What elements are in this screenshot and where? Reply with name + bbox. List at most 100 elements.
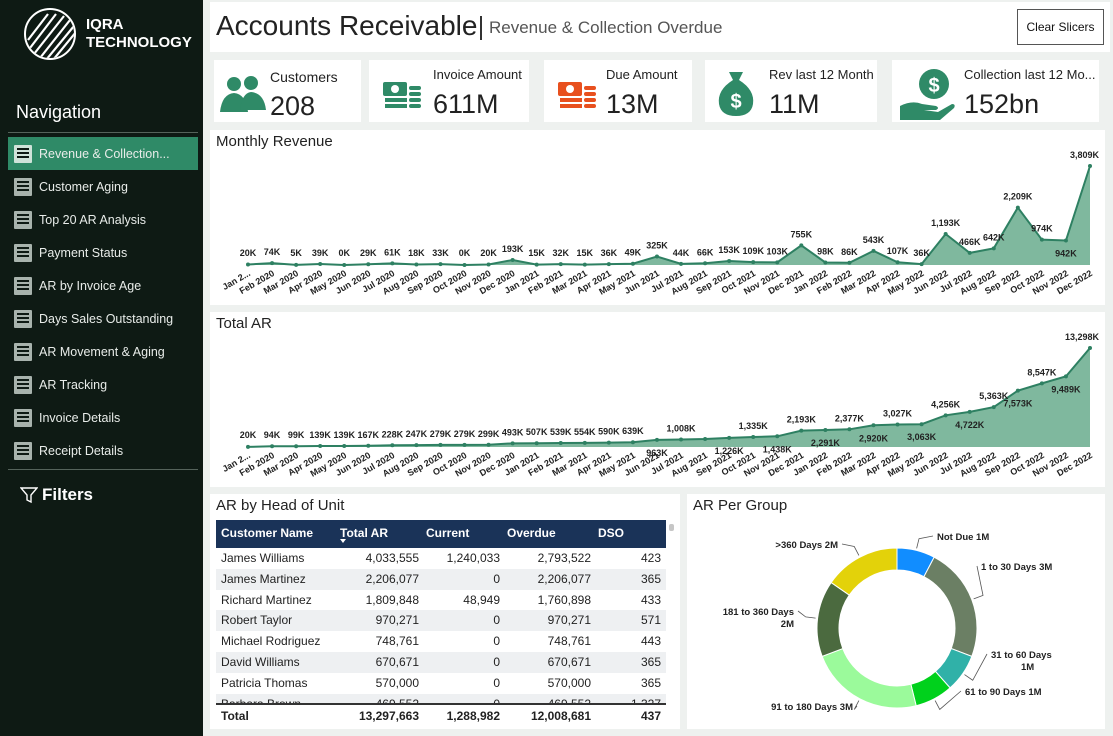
table-row[interactable]: James Martinez 2,206,077 0 2,206,077 365: [216, 568, 666, 590]
sidebar-item-0[interactable]: Revenue & Collection...: [8, 137, 198, 170]
data-point[interactable]: [799, 243, 804, 248]
data-point[interactable]: [390, 261, 395, 266]
filters-button[interactable]: Filters: [20, 485, 93, 505]
data-point[interactable]: [703, 436, 708, 441]
data-point[interactable]: [510, 257, 515, 262]
data-point[interactable]: [462, 263, 467, 267]
data-point[interactable]: [630, 261, 635, 266]
col-dso[interactable]: DSO: [598, 526, 625, 540]
data-point[interactable]: [943, 231, 948, 236]
data-point[interactable]: [871, 423, 876, 428]
donut-slice[interactable]: [830, 547, 898, 596]
data-point[interactable]: [390, 443, 395, 448]
data-point[interactable]: [679, 261, 684, 266]
data-point[interactable]: [847, 260, 852, 265]
data-point[interactable]: [1039, 237, 1044, 242]
data-point[interactable]: [679, 437, 684, 442]
data-point[interactable]: [1039, 381, 1044, 386]
data-point[interactable]: [366, 443, 371, 448]
data-point[interactable]: [366, 262, 371, 267]
table-row[interactable]: James Williams 4,033,555 1,240,033 2,793,52…: [216, 548, 666, 569]
col-total-ar[interactable]: Total AR: [340, 526, 388, 540]
col-overdue[interactable]: Overdue: [507, 526, 556, 540]
data-point[interactable]: [1063, 374, 1068, 379]
data-point[interactable]: [558, 440, 563, 445]
data-point[interactable]: [967, 409, 972, 414]
data-point[interactable]: [943, 413, 948, 418]
data-point[interactable]: [318, 261, 323, 266]
data-point[interactable]: [582, 262, 587, 267]
data-point[interactable]: [1063, 238, 1068, 243]
data-point[interactable]: [534, 441, 539, 446]
donut-slice[interactable]: [816, 581, 850, 658]
sidebar-item-3[interactable]: Payment Status: [8, 236, 198, 269]
data-point[interactable]: [703, 261, 708, 266]
table-row[interactable]: Richard Martinez 1,809,848 48,949 1,760,898…: [216, 590, 666, 611]
data-point[interactable]: [751, 260, 756, 265]
data-point[interactable]: [1015, 205, 1020, 210]
data-point[interactable]: [1088, 346, 1092, 350]
table-row[interactable]: Robert Taylor 970,271 0 970,271 571: [216, 610, 666, 632]
data-point[interactable]: [270, 444, 275, 449]
data-point[interactable]: [775, 434, 780, 439]
data-point[interactable]: [991, 246, 996, 251]
table-row[interactable]: David Williams 670,671 0 670,671 365: [216, 652, 666, 673]
sidebar-item-9[interactable]: Receipt Details: [8, 434, 198, 467]
data-point[interactable]: [342, 263, 347, 267]
data-point[interactable]: [510, 441, 515, 446]
data-point[interactable]: [991, 405, 996, 410]
table-row[interactable]: Barbara Brown 469,552 0 469,552 1,327: [216, 693, 666, 705]
data-point[interactable]: [486, 262, 491, 267]
data-point[interactable]: [654, 254, 659, 259]
data-point[interactable]: [799, 428, 804, 433]
data-point[interactable]: [871, 248, 876, 253]
data-point[interactable]: [414, 443, 419, 448]
sidebar-item-4[interactable]: AR by Invoice Age: [8, 269, 198, 302]
data-point[interactable]: [246, 444, 250, 449]
data-point[interactable]: [919, 262, 924, 267]
donut-slice[interactable]: [821, 647, 917, 709]
col-current[interactable]: Current: [426, 526, 470, 540]
data-point[interactable]: [270, 261, 275, 266]
sidebar-item-7[interactable]: AR Tracking: [8, 368, 198, 401]
data-point[interactable]: [1015, 388, 1020, 393]
donut-slice[interactable]: [923, 556, 978, 658]
data-point[interactable]: [414, 262, 419, 267]
sidebar-item-2[interactable]: Top 20 AR Analysis: [8, 203, 198, 236]
clear-slicers-button[interactable]: Clear Slicers: [1017, 9, 1104, 45]
data-point[interactable]: [606, 440, 611, 445]
data-point[interactable]: [486, 442, 491, 447]
data-point[interactable]: [462, 442, 467, 447]
data-point[interactable]: [823, 427, 828, 432]
data-point[interactable]: [606, 262, 611, 267]
data-point[interactable]: [895, 260, 900, 265]
sidebar-item-5[interactable]: Days Sales Outstanding: [8, 302, 198, 335]
data-point[interactable]: [895, 422, 900, 427]
data-point[interactable]: [823, 260, 828, 265]
data-point[interactable]: [294, 444, 299, 449]
data-point[interactable]: [775, 260, 780, 265]
data-point[interactable]: [438, 442, 443, 447]
sidebar-item-6[interactable]: AR Movement & Aging: [8, 335, 198, 368]
data-point[interactable]: [1088, 164, 1092, 168]
data-point[interactable]: [967, 250, 972, 255]
col-customer-name[interactable]: Customer Name: [221, 526, 314, 540]
data-point[interactable]: [246, 262, 250, 267]
data-point[interactable]: [751, 435, 756, 440]
table-row[interactable]: Michael Rodriguez 748,761 0 748,761 443: [216, 631, 666, 652]
data-point[interactable]: [342, 443, 347, 448]
sidebar-item-8[interactable]: Invoice Details: [8, 401, 198, 434]
data-point[interactable]: [294, 262, 299, 267]
data-point[interactable]: [558, 262, 563, 267]
data-point[interactable]: [727, 435, 732, 440]
data-point[interactable]: [318, 443, 323, 448]
sidebar-item-1[interactable]: Customer Aging: [8, 170, 198, 203]
data-point[interactable]: [654, 437, 659, 442]
data-point[interactable]: [582, 440, 587, 445]
data-point[interactable]: [727, 259, 732, 264]
data-point[interactable]: [630, 440, 635, 445]
data-point[interactable]: [847, 427, 852, 432]
data-point[interactable]: [438, 262, 443, 267]
table-scrollbar[interactable]: [669, 524, 674, 531]
data-point[interactable]: [534, 262, 539, 267]
